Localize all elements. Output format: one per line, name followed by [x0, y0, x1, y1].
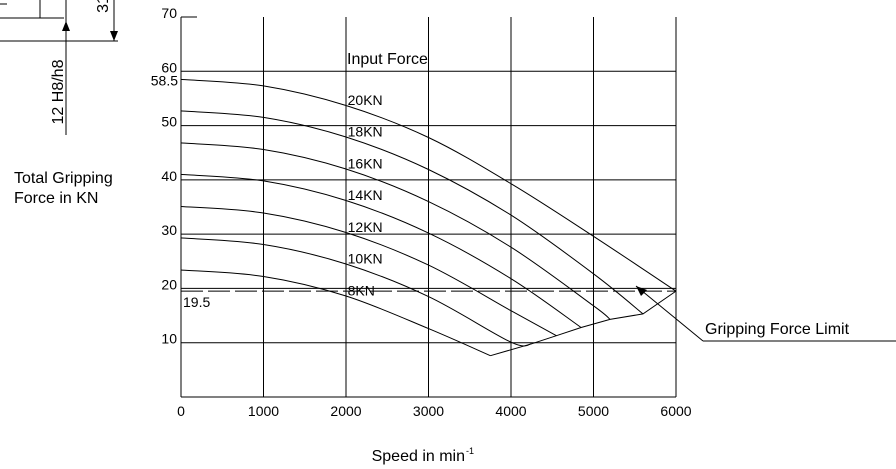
x-tick-label-5000: 5000 [578, 403, 609, 419]
y-tick-label-10: 10 [161, 331, 177, 347]
x-tick-label-0: 0 [177, 403, 185, 419]
annotation-arrow-icon [636, 286, 647, 296]
x-tick-label-3000: 3000 [413, 403, 444, 419]
annotation-leader-line [635, 285, 704, 342]
y-tick-label-50: 50 [161, 114, 177, 130]
y-tick-label-40: 40 [161, 168, 177, 184]
extra-y-label-58.5: 58.5 [151, 72, 178, 88]
series-line-8KN [180, 269, 491, 357]
dimension-arrow-up-icon [62, 21, 70, 31]
dimension-label: 12 H8/h8 [50, 59, 67, 124]
y-axis-label-line2: Force in KN [14, 190, 98, 207]
x-tick-label-1000: 1000 [248, 403, 279, 419]
series-line-16KN [180, 142, 611, 320]
series-layer: 20KN 18KN 16KN 14KN 12KN 10KN 8KN [180, 78, 677, 357]
y-tick-label-20: 20 [161, 276, 177, 292]
series-label-14KN: 14KN [348, 187, 383, 203]
dimension-arrow-down-icon [110, 31, 118, 41]
limit-curve [490, 290, 677, 357]
limit-annotation: Gripping Force Limit [635, 285, 896, 342]
x-tick-label-4000: 4000 [495, 403, 526, 419]
series-line-12KN [180, 206, 557, 337]
series-label-8KN: 8KN [348, 283, 375, 299]
series-line-20KN [180, 78, 677, 292]
series-label-20KN: 20KN [348, 92, 383, 108]
extra-y-label-19.5: 19.5 [183, 294, 210, 310]
series-label-10KN: 10KN [348, 251, 383, 267]
y-axis-label-line1: Total Gripping [14, 170, 113, 187]
series-line-14KN [180, 173, 582, 328]
x-tick-label-2000: 2000 [330, 403, 361, 419]
dimension-drawing: 31 12 H8/h8 [0, 0, 118, 135]
legend-title: Input Force [347, 51, 428, 68]
y-tick-label-30: 30 [161, 222, 177, 238]
series-line-18KN [180, 110, 644, 315]
series-label-16KN: 16KN [348, 156, 383, 172]
tick-layer: 0 1000 2000 3000 4000 5000 6000 10 20 30 40 50 60 70 5… [151, 5, 692, 419]
dimension-value: 31 [95, 0, 112, 13]
series-line-10KN [180, 237, 532, 347]
series-label-12KN: 12KN [348, 219, 383, 235]
y-tick-label-70: 70 [161, 5, 177, 21]
annotation-text: Gripping Force Limit [705, 321, 850, 338]
y-tick-label-60: 60 [161, 59, 177, 75]
series-label-18KN: 18KN [348, 124, 383, 140]
grid-layer [180, 16, 677, 398]
x-axis-label: Speed in min [372, 448, 465, 465]
x-tick-label-6000: 6000 [660, 403, 691, 419]
x-axis-label-superscript: -1 [466, 446, 474, 456]
